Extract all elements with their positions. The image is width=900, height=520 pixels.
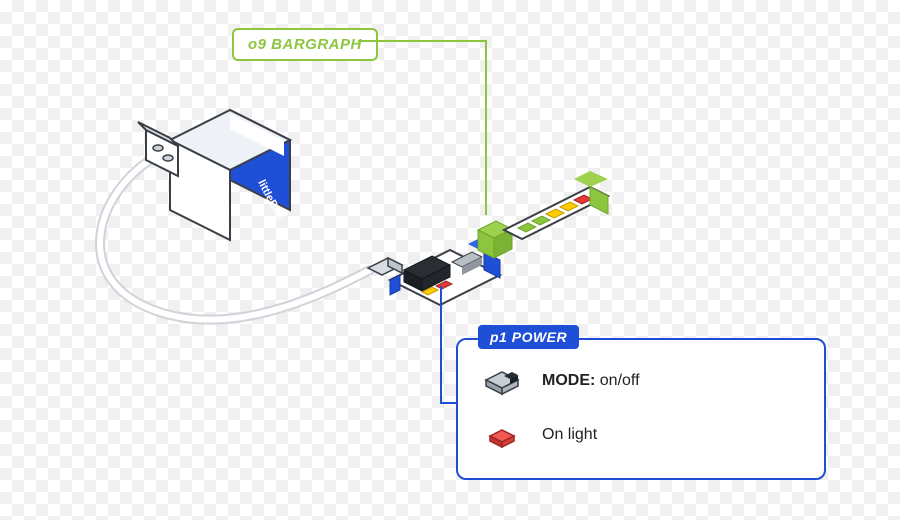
switch-icon [480,364,524,398]
battery-icon: littleBits [138,110,290,240]
legend-row-onlight: On light [476,408,806,462]
legend-onlight-rest: On light [542,426,597,443]
callout-bargraph-label: o9 BARGRAPH [232,28,378,61]
legend-mode-text: MODE: on/off [542,372,640,390]
led-red-icon [480,418,524,452]
callout-bargraph-leader-horizontal [358,40,485,42]
callout-power-leader-vertical [440,286,442,402]
legend-onlight-text: On light [542,426,597,444]
circuit-illustration: littleBits [80,90,640,330]
bargraph-module-icon [478,171,608,258]
legend-mode-bold: MODE: [542,372,595,389]
callout-power-card: p1 POWER MODE: on/off [456,338,826,480]
callout-power-leader-horizontal [440,402,456,404]
diagram-stage: o9 BARGRAPH littleBits [0,0,900,520]
callout-power-tab-text: p1 POWER [490,329,567,345]
callout-power-tab: p1 POWER [478,325,579,349]
callout-bargraph-text: o9 BARGRAPH [248,36,362,53]
legend-mode-rest: on/off [595,372,639,389]
legend-row-mode: MODE: on/off [476,354,806,408]
